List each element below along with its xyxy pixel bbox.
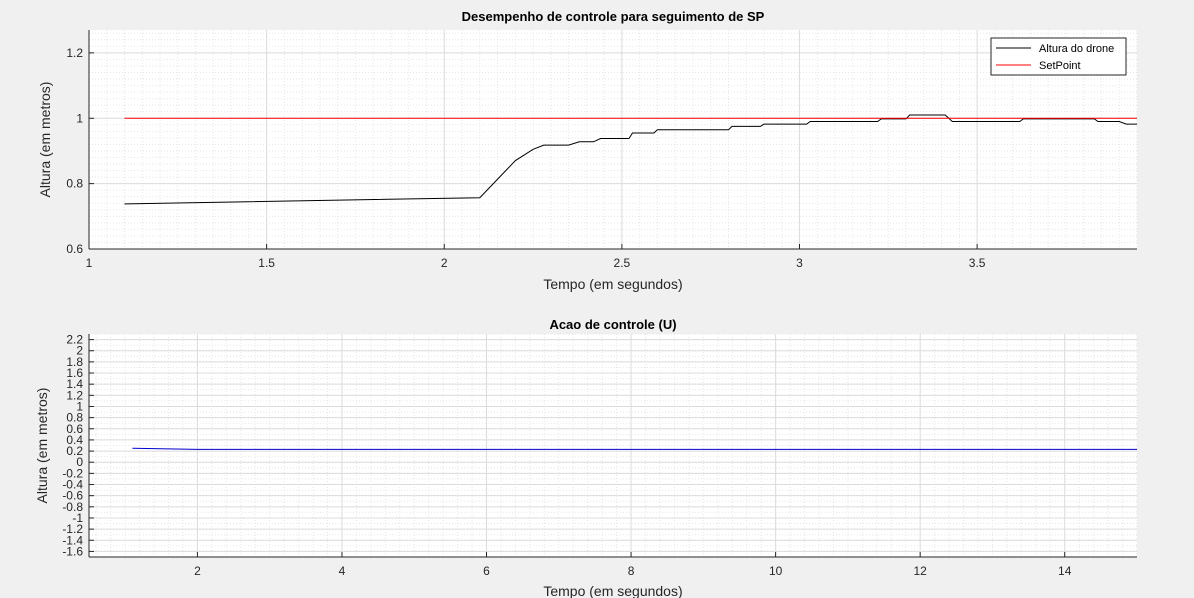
x-tick-label: 2 [194,564,201,578]
x-tick-label: 1 [86,256,93,270]
y-tick-label: 2.2 [66,333,83,347]
y-tick-label: -0.2 [62,466,83,480]
legend-label-0: Altura do drone [1039,43,1114,55]
minor-grid [88,30,1138,250]
y-axis-label: Altura (em metros) [37,82,53,198]
series-line-0 [124,114,1137,205]
x-tick-label: 10 [769,564,783,578]
x-axis-label: Tempo (em segundos) [543,276,682,292]
y-tick-label: -1.4 [62,533,83,547]
x-tick-label: 3.5 [969,256,986,270]
y-tick-label: 0.6 [66,242,83,256]
plot-area [89,334,1137,557]
x-tick-label: 3 [796,256,803,270]
y-tick-label: -1 [72,511,83,525]
x-tick-label: 6 [483,564,490,578]
y-tick-label: -0.6 [62,489,83,503]
major-grid [89,334,1137,557]
x-tick-label: 4 [339,564,346,578]
y-tick-label: -1.2 [62,522,83,536]
top-axes: 1 1.5 2 2.5 3 3.5 0.6 0.8 1 1.2 Desempenho de cont… [37,9,1138,292]
y-tick-label: 1 [76,111,83,125]
y-tick-label: 0 [76,455,83,469]
y-tick-label: 1.6 [66,366,83,380]
legend-label-1: SetPoint [1039,60,1081,72]
bottom-axes: 2 4 6 8 10 12 14-1.6-1.4-1.2-1-0.8-0.6-0.4-0.2… [34,317,1138,598]
y-tick-label: 1.4 [66,377,83,391]
y-tick-label: -0.4 [62,478,83,492]
x-tick-label: 2.5 [614,256,631,270]
legend-box [990,37,1127,76]
plot-area [89,30,1137,249]
y-tick-label: 0.2 [66,444,83,458]
chart-title: Acao de controle (U) [549,317,676,332]
x-axis-label: Tempo (em segundos) [543,583,682,598]
y-tick-label: 0.6 [66,422,83,436]
legend: Altura do drone SetPoint [990,37,1127,76]
y-axis-label: Altura (em metros) [34,388,50,504]
y-tick-label: 0.4 [66,433,83,447]
y-tick-label: 1 [76,399,83,413]
x-tick-label: 1.5 [258,256,275,270]
y-tick-label: 1.8 [66,355,83,369]
chart-title: Desempenho de controle para seguimento d… [462,9,765,24]
y-tick-label: 0.8 [66,177,83,191]
y-tick-label: 0.8 [66,411,83,425]
x-tick-label: 14 [1058,564,1072,578]
y-tick-label: -0.8 [62,500,83,514]
y-tick-label: 2 [76,344,83,358]
x-tick-label: 8 [628,564,635,578]
y-tick-label: -1.6 [62,544,83,558]
y-tick-label: 1.2 [66,388,83,402]
series-line-0 [132,447,1137,450]
y-tick-label: 1.2 [66,46,83,60]
x-tick-label: 2 [441,256,448,270]
x-tick-label: 12 [913,564,927,578]
